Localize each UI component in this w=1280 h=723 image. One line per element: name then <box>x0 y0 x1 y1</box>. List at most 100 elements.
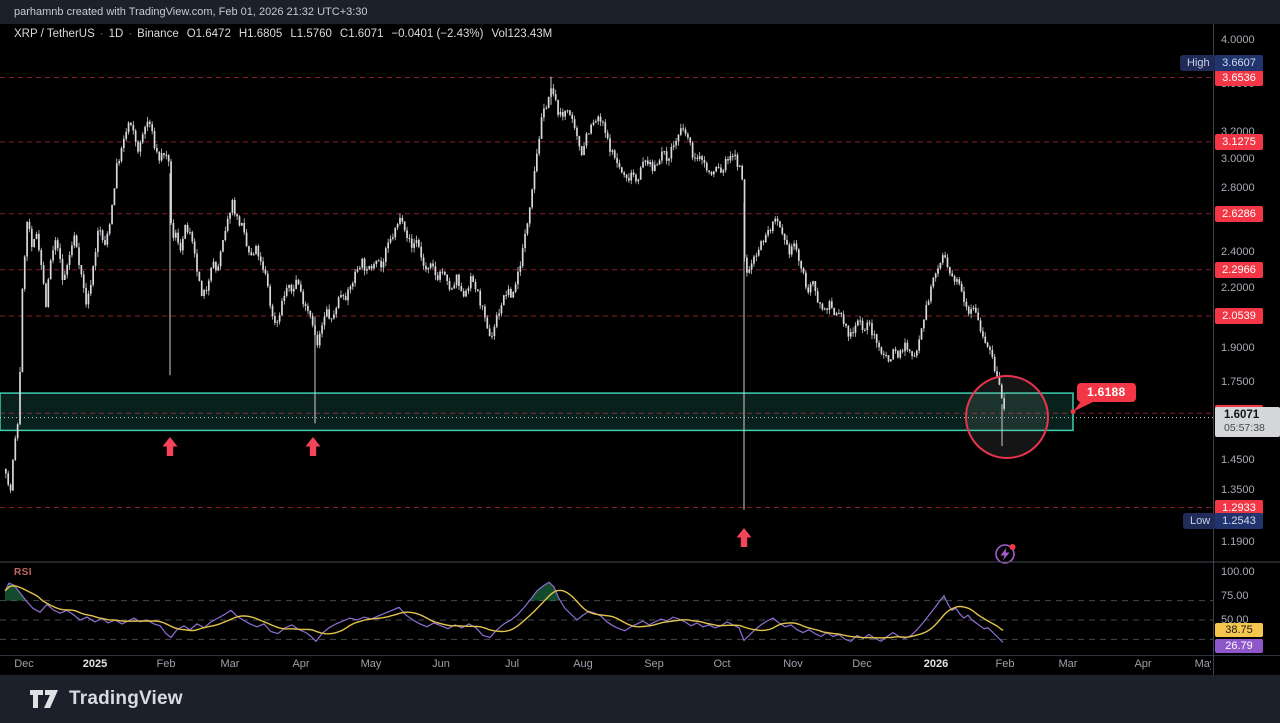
candle-body <box>625 174 628 178</box>
candle-body <box>73 235 76 246</box>
candle-body <box>89 284 92 294</box>
candle-body <box>713 171 715 175</box>
candle-body <box>984 336 987 343</box>
candle-body <box>923 319 925 329</box>
candle-body <box>561 112 564 117</box>
candle-body <box>283 295 286 301</box>
rsi-indicator-title[interactable]: RSI <box>14 567 32 578</box>
price-level-badge: 3.1275 <box>1215 134 1263 150</box>
candle-body <box>859 320 862 322</box>
candle-body <box>592 122 595 125</box>
candle-body <box>762 241 765 243</box>
candle-body <box>781 227 784 234</box>
candle-body <box>399 217 401 224</box>
candle-body <box>413 243 415 248</box>
candle-body <box>524 233 526 249</box>
candle-body <box>649 162 651 165</box>
candle-body <box>229 212 231 219</box>
candle-body <box>382 261 385 268</box>
candle-body <box>156 148 158 152</box>
candle-body <box>139 142 142 152</box>
candle-body <box>222 240 224 252</box>
candle-body <box>708 170 710 172</box>
candle-body <box>396 224 399 228</box>
candle-body <box>127 122 130 133</box>
legend-separator: · <box>128 28 133 40</box>
candle-body <box>394 227 397 238</box>
tradingview-logo-icon[interactable] <box>28 688 60 710</box>
highlight-circle[interactable] <box>965 375 1049 459</box>
up-arrow-marker[interactable] <box>305 437 321 456</box>
candle-body <box>462 291 465 297</box>
candle-body <box>311 315 314 326</box>
candle-body <box>269 286 272 306</box>
candle-body <box>80 265 83 275</box>
price-axis-label: 1.3500 <box>1221 484 1255 496</box>
candle-body <box>814 281 817 292</box>
candle-body <box>281 301 283 316</box>
candle-body <box>536 153 538 171</box>
candle-body <box>500 305 503 314</box>
candle-body <box>583 145 585 156</box>
candle-body <box>722 170 725 173</box>
up-arrow-marker[interactable] <box>162 437 178 456</box>
candle-body <box>899 350 902 358</box>
candle-body <box>868 322 871 324</box>
legend-exchange: Binance <box>137 28 179 40</box>
candle-body <box>840 312 843 315</box>
candle-body <box>901 350 904 352</box>
candle-body <box>40 250 43 266</box>
candle-body <box>788 244 791 255</box>
candle-body <box>880 347 883 354</box>
candle-body <box>925 305 928 320</box>
candle-body <box>163 153 165 155</box>
candle-body <box>219 251 222 267</box>
candle-body <box>831 301 833 308</box>
candle-body <box>637 179 640 182</box>
candle-body <box>115 163 118 189</box>
candle-body <box>635 174 637 182</box>
candle-body <box>101 230 104 240</box>
candle-body <box>278 315 281 322</box>
candle-body <box>226 218 229 231</box>
up-arrow-marker[interactable] <box>736 528 752 547</box>
flash-icon[interactable] <box>995 544 1015 564</box>
candle-body <box>937 268 939 274</box>
candle-body <box>387 242 390 249</box>
candle-body <box>913 355 916 357</box>
candle-body <box>559 112 562 115</box>
candle-body <box>906 342 909 350</box>
time-axis[interactable]: Dec 2025 Feb Mar Apr May Jun Jul Aug Sep Oct Nov Dec… <box>0 655 1211 675</box>
candle-body <box>443 271 446 275</box>
candle-body <box>125 132 128 139</box>
candle-body <box>821 303 824 310</box>
candle-body <box>233 200 236 215</box>
candle-body <box>148 121 151 124</box>
candle-body <box>366 269 368 271</box>
candle-body <box>144 126 146 135</box>
candle-body <box>276 321 279 323</box>
candle-body <box>342 295 345 297</box>
candle-body <box>875 334 878 343</box>
time-axis-label: Nov <box>783 658 803 670</box>
candle-body <box>111 205 113 225</box>
brand-bar: TradingView <box>0 675 1280 723</box>
candle-body <box>460 286 463 292</box>
candle-body <box>434 266 437 276</box>
candle-body <box>165 154 168 156</box>
candle-body <box>436 275 439 280</box>
symbol-legend[interactable]: XRP / TetherUS · 1D · Binance O1.6472 H1.6805 L… <box>14 28 552 40</box>
time-axis-label: Jun <box>432 658 450 670</box>
price-callout[interactable]: 1.6188 <box>1077 383 1136 402</box>
candle-body <box>375 260 378 265</box>
candle-body <box>654 164 656 171</box>
time-axis-label: Apr <box>292 658 310 670</box>
candle-body <box>691 142 694 158</box>
time-axis-label: Oct <box>713 658 731 670</box>
candle-body <box>724 159 727 171</box>
candle-body <box>179 242 182 251</box>
legend-symbol: XRP / TetherUS <box>14 28 95 40</box>
